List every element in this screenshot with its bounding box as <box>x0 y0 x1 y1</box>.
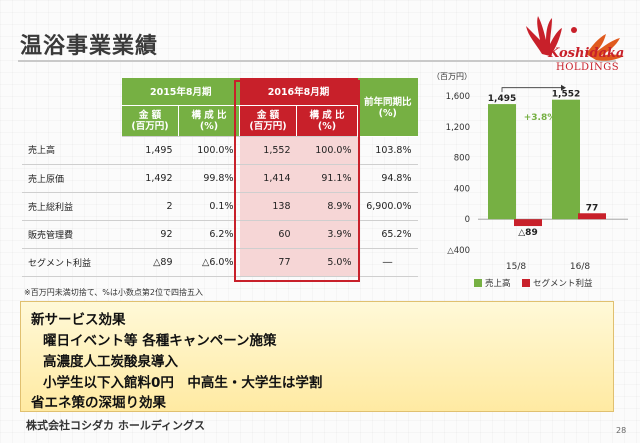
col-unit: (百万円) <box>249 120 287 132</box>
effect-item: 曜日イベント等 各種キャンペーン施策 <box>43 333 277 349</box>
curr-ratio: 8.9% <box>296 192 358 221</box>
logo-hands-icon <box>526 16 624 61</box>
prev-amount: 1,492 <box>122 164 179 193</box>
performance-table: 2015年8月期 2016年8月期 前年同期比 (%) 金 額 (百万円) 構 成… <box>22 78 418 277</box>
y-tick-label: △400 <box>447 246 470 256</box>
logo-subtext: HOLDINGS <box>556 62 620 73</box>
x-tick-label: 16/8 <box>570 262 590 272</box>
header-prev-ratio: 構 成 比 (%) <box>178 105 240 137</box>
table-row: 販売管理費 92 6.2% 60 3.9% 65.2% <box>22 220 418 249</box>
curr-ratio: 3.9% <box>296 220 358 249</box>
header-yoy-unit: (%) <box>378 108 397 120</box>
prev-ratio: △6.0% <box>178 248 240 277</box>
x-tick-label: 15/8 <box>506 262 526 272</box>
logo-text: Koshidaka <box>548 46 625 61</box>
title-divider <box>18 60 616 62</box>
table-footnote: ※百万円未満切捨て、%は小数点第2位で四捨五入 <box>24 288 203 297</box>
table-row: 売上高 1,495 100.0% 1,552 100.0% 103.8% <box>22 136 418 165</box>
y-tick-label: 1,200 <box>446 123 470 133</box>
col-unit: (%) <box>317 120 337 132</box>
prev-amount: 1,495 <box>122 136 179 165</box>
yoy-value: 94.8% <box>357 164 418 193</box>
footer-company: 株式会社コシダカ ホールディングス <box>26 419 206 432</box>
y-tick-label: 400 <box>454 184 470 194</box>
legend-swatch <box>474 279 482 287</box>
col-unit: (%) <box>199 120 219 132</box>
header-curr-ratio: 構 成 比 (%) <box>296 105 358 137</box>
data-label: 1,495 <box>488 94 516 104</box>
curr-ratio: 5.0% <box>296 248 358 277</box>
row-label: 売上高 <box>22 136 122 165</box>
data-label: 1,552 <box>552 90 580 100</box>
prev-ratio: 6.2% <box>178 220 240 249</box>
table-row: セグメント利益 △89 △6.0% 77 5.0% ― <box>22 248 418 277</box>
row-label: 売上原価 <box>22 164 122 193</box>
table-row: 売上原価 1,492 99.8% 1,414 91.1% 94.8% <box>22 164 418 193</box>
sales-profit-chart: （百万円） 1,600 1,200 800 400 0 △400 1,495 △89 15/8 1,… <box>432 72 628 289</box>
curr-ratio: 91.1% <box>296 164 358 193</box>
effect-item: 小学生以下入館料0円 中高生・大学生は学割 <box>43 375 323 391</box>
y-tick-label: 800 <box>454 154 470 164</box>
legend-label: 売上高 <box>485 278 511 289</box>
header-prev-period: 2015年8月期 <box>122 78 240 106</box>
row-label: セグメント利益 <box>22 248 122 277</box>
table-header-columns: 金 額 (百万円) 構 成 比 (%) 金 額 (百万円) 構 成 比 (%) <box>22 105 418 137</box>
table-header-periods: 2015年8月期 2016年8月期 前年同期比 (%) <box>22 78 418 137</box>
effect-item: 高濃度人工炭酸泉導入 <box>43 354 178 370</box>
prev-amount: 2 <box>122 192 179 221</box>
col-label: 金 額 <box>138 109 162 121</box>
legend-swatch <box>522 279 530 287</box>
prev-amount: 92 <box>122 220 179 249</box>
bar <box>514 219 542 227</box>
curr-amount: 77 <box>239 248 297 277</box>
prev-ratio: 100.0% <box>178 136 240 165</box>
curr-amount: 60 <box>239 220 297 249</box>
bar <box>552 99 580 220</box>
prev-amount: △89 <box>122 248 179 277</box>
prev-ratio: 0.1% <box>178 192 240 221</box>
y-axis-unit: （百万円） <box>432 72 472 81</box>
yoy-value: 65.2% <box>357 220 418 249</box>
header-curr-amount: 金 額 (百万円) <box>239 105 297 137</box>
col-label: 金 額 <box>256 109 280 121</box>
row-label: 販売管理費 <box>22 220 122 249</box>
curr-amount: 1,552 <box>239 136 297 165</box>
col-unit: (百万円) <box>131 120 169 132</box>
y-tick-label: 0 <box>465 215 470 225</box>
bar <box>578 213 606 220</box>
bar <box>488 104 516 220</box>
yoy-value: 6,900.0% <box>357 192 418 221</box>
effect-heading: 新サービス効果 <box>31 312 126 328</box>
header-yoy-label: 前年同期比 <box>364 97 412 109</box>
curr-amount: 138 <box>239 192 297 221</box>
y-tick-label: 1,600 <box>446 92 470 102</box>
yoy-value: ― <box>357 248 418 277</box>
yoy-value: 103.8% <box>357 136 418 165</box>
row-label: 売上総利益 <box>22 192 122 221</box>
header-curr-period: 2016年8月期 <box>239 78 358 106</box>
page-number: 28 <box>616 426 627 435</box>
growth-connector <box>501 87 562 93</box>
curr-ratio: 100.0% <box>296 136 358 165</box>
prev-ratio: 99.8% <box>178 164 240 193</box>
legend-label: セグメント利益 <box>533 278 593 289</box>
header-yoy: 前年同期比 (%) <box>357 78 418 137</box>
data-label: 77 <box>586 203 599 213</box>
effect-closing: 省エネ策の深堀り効果 <box>31 395 166 411</box>
data-label: △89 <box>518 228 537 238</box>
col-label: 構 成 比 <box>191 109 227 121</box>
page-title: 温浴事業業績 <box>20 34 159 59</box>
growth-arrow-icon <box>561 84 566 91</box>
effect-box: 新サービス効果 曜日イベント等 各種キャンペーン施策 高濃度人工炭酸泉導入 小学… <box>20 301 614 412</box>
table-row: 売上総利益 2 0.1% 138 8.9% 6,900.0% <box>22 192 418 221</box>
header-prev-amount: 金 額 (百万円) <box>122 105 179 137</box>
growth-annotation: +3.8% <box>524 113 557 123</box>
col-label: 構 成 比 <box>309 109 345 121</box>
curr-amount: 1,414 <box>239 164 297 193</box>
